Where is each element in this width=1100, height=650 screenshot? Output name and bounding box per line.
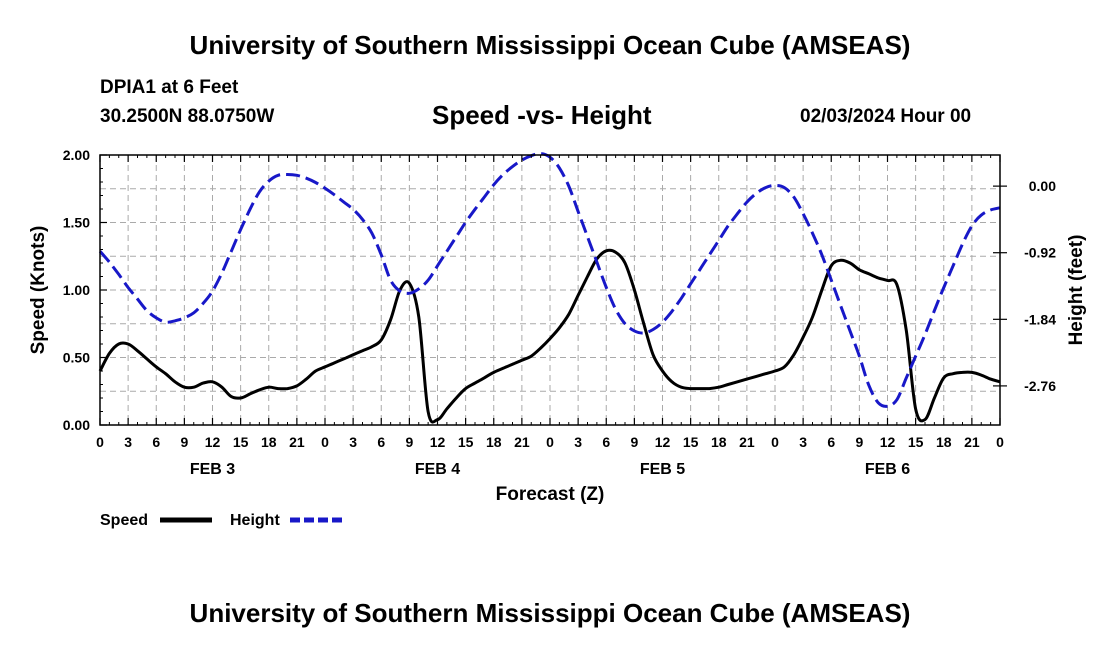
x-tick-label: 18: [486, 434, 502, 450]
x-tick-label: 3: [349, 434, 357, 450]
y2-axis-label: Height (feet): [1066, 235, 1087, 346]
x-tick-label: 18: [936, 434, 952, 450]
y-tick-label: 1.00: [63, 282, 90, 298]
x-tick-label: 9: [630, 434, 638, 450]
x-tick-label: 6: [602, 434, 610, 450]
x-tick-label: 12: [430, 434, 446, 450]
x-tick-label: 6: [827, 434, 835, 450]
y-axis-label: Speed (Knots): [28, 226, 49, 355]
x-tick-label: 12: [880, 434, 896, 450]
page-title-top: University of Southern Mississippi Ocean…: [189, 30, 911, 60]
x-tick-label: 12: [205, 434, 221, 450]
x-tick-label: 15: [683, 434, 699, 450]
series-speed-line: [98, 248, 1001, 424]
x-tick-label: 0: [321, 434, 329, 450]
y-tick-label: 0.50: [63, 350, 90, 366]
x-axis-label: Forecast (Z): [496, 484, 605, 505]
page-title-bottom: University of Southern Mississippi Ocean…: [189, 598, 911, 628]
x-tick-label: 15: [233, 434, 249, 450]
x-day-label: FEB 4: [415, 461, 460, 478]
chart-subtitle: Speed -vs- Height: [432, 100, 652, 130]
x-tick-label: 6: [377, 434, 385, 450]
x-tick-label: 3: [799, 434, 807, 450]
x-tick-label: 9: [180, 434, 188, 450]
legend: Speed Height: [100, 512, 342, 529]
axis-ticks: 0 3 6 9 12 15 18 21 0 3 6 9 12 15 18 21 0 3 6 9 12 15 18 21 0 3 6 9…: [63, 147, 1056, 478]
x-day-label: FEB 5: [640, 461, 685, 478]
forecast-datetime: 02/03/2024 Hour 00: [800, 106, 972, 127]
y2-tick-label: 0.00: [1029, 178, 1056, 194]
x-tick-label: 15: [458, 434, 474, 450]
x-tick-label: 15: [908, 434, 924, 450]
x-tick-label: 0: [771, 434, 779, 450]
x-tick-label: 9: [405, 434, 413, 450]
y2-tick-label: -0.92: [1024, 245, 1056, 261]
x-tick-label: 18: [261, 434, 277, 450]
x-tick-label: 18: [711, 434, 727, 450]
x-day-label: FEB 3: [190, 461, 235, 478]
x-tick-label: 12: [655, 434, 671, 450]
x-tick-label: 3: [124, 434, 132, 450]
y-tick-label: 2.00: [63, 147, 90, 163]
y2-tick-label: -2.76: [1024, 378, 1056, 394]
legend-height-label: Height: [230, 512, 280, 529]
x-tick-label: 21: [289, 434, 305, 450]
x-tick-label: 21: [514, 434, 530, 450]
y-tick-label: 0.00: [63, 417, 90, 433]
x-tick-label: 0: [96, 434, 104, 450]
x-tick-label: 3: [574, 434, 582, 450]
station-coords: 30.2500N 88.0750W: [100, 106, 275, 127]
y2-tick-label: -1.84: [1024, 311, 1056, 327]
station-label: DPIA1 at 6 Feet: [100, 77, 239, 98]
grid: [100, 155, 1000, 425]
x-tick-label: 0: [546, 434, 554, 450]
x-tick-label: 0: [996, 434, 1004, 450]
x-tick-label: 6: [152, 434, 160, 450]
y-tick-label: 1.50: [63, 215, 90, 231]
x-tick-label: 21: [964, 434, 980, 450]
x-tick-label: 21: [739, 434, 755, 450]
legend-speed-label: Speed: [100, 512, 148, 529]
x-day-label: FEB 6: [865, 461, 910, 478]
x-tick-label: 9: [855, 434, 863, 450]
